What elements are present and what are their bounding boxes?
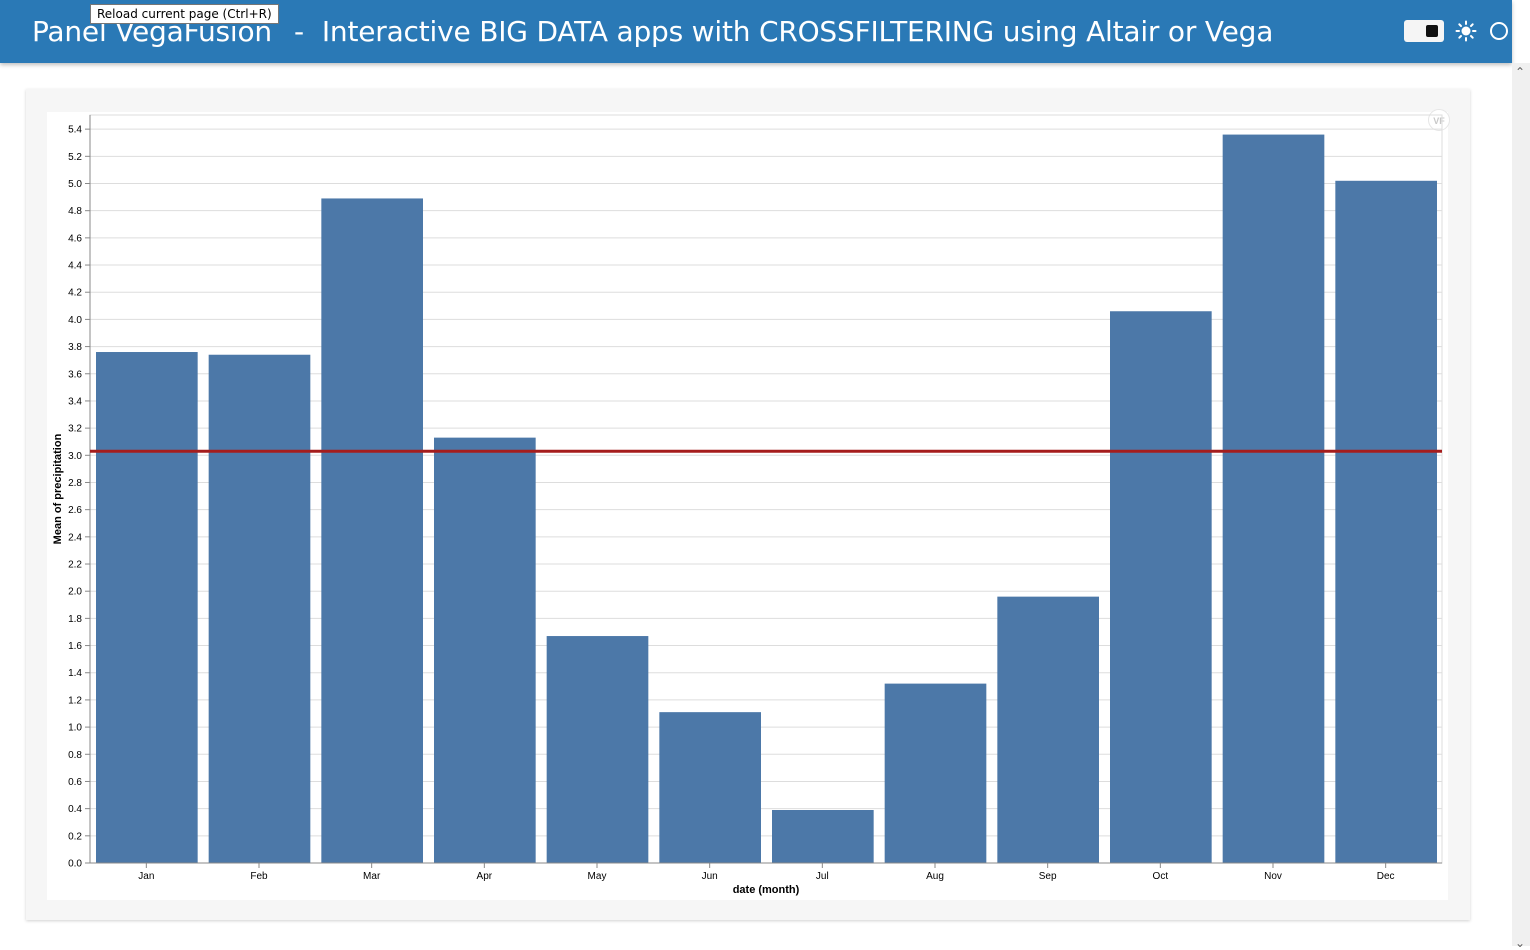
x-tick-label: Jun bbox=[702, 871, 718, 882]
y-tick-label: 5.2 bbox=[68, 152, 82, 163]
y-tick-label: 1.0 bbox=[68, 723, 82, 734]
bar[interactable] bbox=[1110, 311, 1212, 864]
page-scrollbar[interactable]: ⌃ ⌄ bbox=[1512, 63, 1530, 950]
y-tick-label: 1.4 bbox=[68, 668, 82, 679]
y-tick-label: 2.6 bbox=[68, 505, 82, 516]
y-tick-label: 5.4 bbox=[68, 125, 82, 136]
x-tick-label: May bbox=[588, 871, 607, 882]
x-tick-label: Oct bbox=[1153, 871, 1169, 882]
x-tick-label: Apr bbox=[477, 871, 493, 882]
bar[interactable] bbox=[96, 352, 198, 863]
y-tick-label: 1.2 bbox=[68, 695, 82, 706]
bar[interactable] bbox=[434, 437, 536, 863]
bar[interactable] bbox=[884, 683, 987, 863]
y-tick-label: 2.2 bbox=[68, 560, 82, 571]
y-tick-label: 2.8 bbox=[68, 478, 82, 489]
scroll-up-icon[interactable]: ⌃ bbox=[1515, 65, 1526, 79]
scroll-down-icon[interactable]: ⌄ bbox=[1515, 936, 1526, 950]
y-tick-label: 0.4 bbox=[68, 804, 82, 815]
y-tick-label: 5.0 bbox=[68, 179, 82, 190]
y-tick-label: 0.0 bbox=[68, 859, 82, 870]
x-tick-label: Mar bbox=[363, 871, 381, 882]
y-tick-label: 4.8 bbox=[68, 206, 82, 217]
y-tick-label: 2.4 bbox=[68, 532, 82, 543]
y-tick-label: 3.2 bbox=[68, 424, 82, 435]
y-tick-label: 1.8 bbox=[68, 614, 82, 625]
theme-toggle[interactable] bbox=[1404, 20, 1444, 42]
y-axis-title: Mean of precipitation bbox=[52, 433, 64, 544]
y-tick-label: 1.6 bbox=[68, 641, 82, 652]
y-tick-label: 3.6 bbox=[68, 369, 82, 380]
sun-icon[interactable] bbox=[1455, 20, 1477, 42]
bar[interactable] bbox=[1335, 180, 1437, 864]
x-tick-label: Jan bbox=[138, 871, 154, 882]
bar[interactable] bbox=[546, 636, 649, 863]
app-subtitle: Interactive BIG DATA apps with CROSSFILT… bbox=[321, 15, 1274, 48]
bar[interactable] bbox=[208, 354, 311, 863]
y-tick-label: 4.6 bbox=[68, 233, 82, 244]
x-tick-label: Feb bbox=[250, 871, 268, 882]
bar[interactable] bbox=[997, 596, 1099, 863]
title-separator: - bbox=[293, 15, 304, 48]
bar[interactable] bbox=[321, 198, 423, 864]
toggle-knob bbox=[1426, 25, 1438, 37]
y-tick-label: 0.2 bbox=[68, 831, 82, 842]
x-tick-label: Nov bbox=[1264, 871, 1282, 882]
y-tick-label: 4.0 bbox=[68, 315, 82, 326]
y-tick-label: 3.0 bbox=[68, 451, 82, 462]
x-tick-label: Sep bbox=[1039, 871, 1057, 882]
reload-tooltip: Reload current page (Ctrl+R) bbox=[90, 4, 279, 24]
circle-icon[interactable] bbox=[1490, 22, 1508, 40]
x-tick-label: Aug bbox=[926, 871, 944, 882]
y-tick-label: 3.4 bbox=[68, 396, 82, 407]
y-tick-label: 3.8 bbox=[68, 342, 82, 353]
y-tick-label: 0.6 bbox=[68, 777, 82, 788]
bar[interactable] bbox=[1222, 134, 1325, 864]
x-tick-label: Jul bbox=[816, 871, 829, 882]
bar[interactable] bbox=[659, 712, 761, 863]
y-tick-label: 0.8 bbox=[68, 750, 82, 761]
bar[interactable] bbox=[772, 809, 874, 863]
y-tick-label: 4.2 bbox=[68, 288, 82, 299]
y-tick-label: 2.0 bbox=[68, 587, 82, 598]
x-axis-title: date (month) bbox=[733, 884, 800, 896]
x-tick-label: Dec bbox=[1377, 871, 1395, 882]
y-tick-label: 4.4 bbox=[68, 261, 82, 272]
